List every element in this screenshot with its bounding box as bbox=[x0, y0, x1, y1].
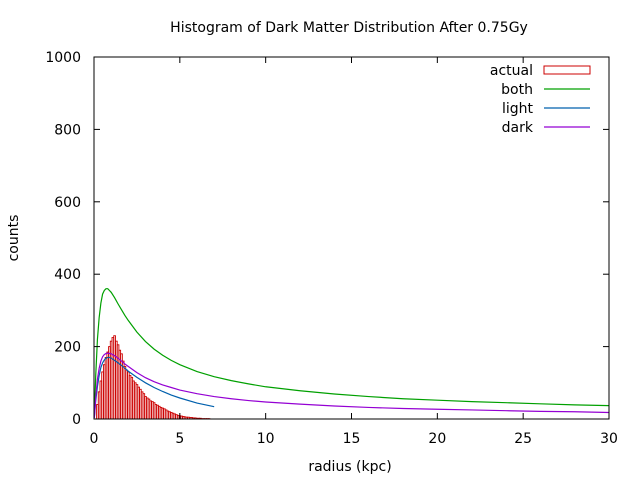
x-tick-label: 0 bbox=[90, 431, 99, 447]
series-line-both bbox=[93, 288, 610, 418]
legend-label-dark: dark bbox=[502, 120, 534, 136]
x-tick-label: 30 bbox=[600, 431, 618, 447]
series-line-dark bbox=[93, 352, 610, 418]
y-tick-label: 1000 bbox=[45, 50, 81, 66]
axis-ticks: 0 5 10 15 20 25 30 0 200 400 600 800 1000 bbox=[45, 50, 618, 447]
series-line-light bbox=[93, 356, 215, 418]
x-tick-label: 25 bbox=[514, 431, 532, 447]
x-tick-label: 10 bbox=[257, 431, 275, 447]
plot-frame bbox=[93, 56, 610, 420]
y-tick-label: 800 bbox=[54, 122, 81, 138]
y-tick-label: 0 bbox=[72, 412, 81, 428]
chart-title: Histogram of Dark Matter Distribution Af… bbox=[170, 20, 528, 36]
y-axis-label: counts bbox=[6, 215, 22, 262]
x-axis-label: radius (kpc) bbox=[308, 459, 391, 475]
y-tick-label: 600 bbox=[54, 195, 81, 211]
legend-swatch-actual bbox=[543, 65, 591, 75]
legend-label-both: both bbox=[501, 82, 533, 98]
y-tick-label: 200 bbox=[54, 340, 81, 356]
x-tick-label: 15 bbox=[343, 431, 361, 447]
series-lines bbox=[93, 288, 610, 418]
x-tick-label: 20 bbox=[428, 431, 446, 447]
legend-label-light: light bbox=[502, 101, 534, 117]
legend: actual both light dark bbox=[490, 63, 591, 136]
legend-label-actual: actual bbox=[490, 63, 533, 79]
x-tick-label: 5 bbox=[175, 431, 184, 447]
y-tick-label: 400 bbox=[54, 267, 81, 283]
